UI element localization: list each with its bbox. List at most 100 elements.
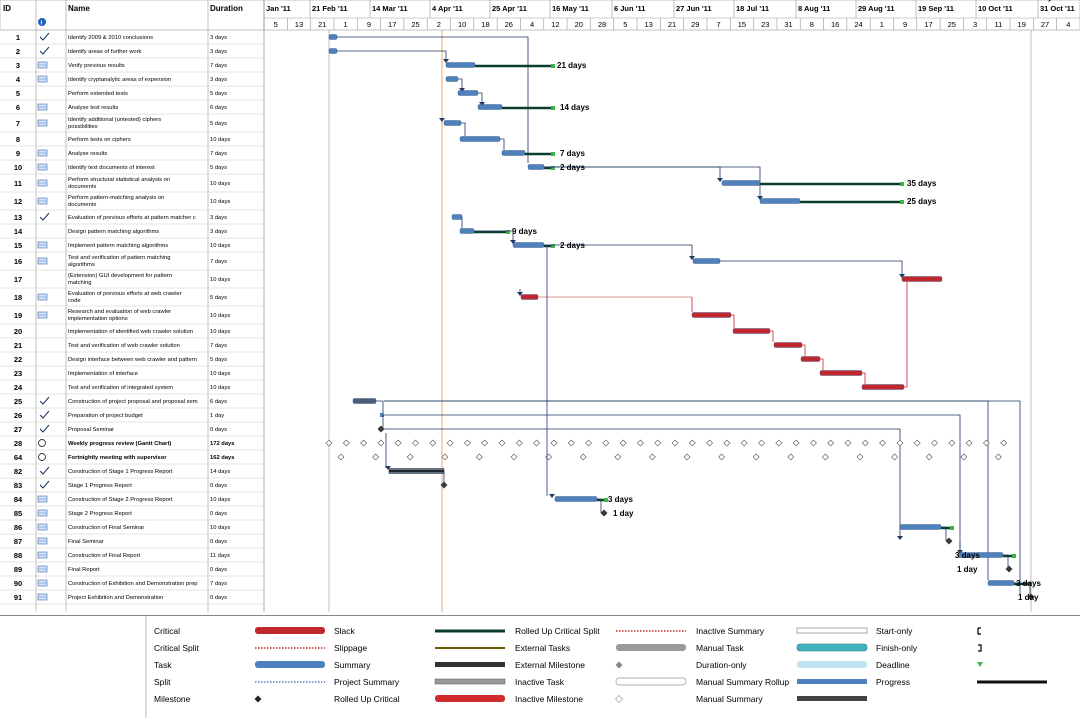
start-only-swatch xyxy=(977,627,981,635)
table-row: 17 (Extension) GUI development for patter… xyxy=(14,273,231,286)
recurring-milestone xyxy=(550,439,558,447)
recurring-milestone xyxy=(602,439,610,447)
recurring-milestone xyxy=(844,439,852,447)
row-duration: 10 days xyxy=(210,243,230,249)
milestone-marker xyxy=(1027,593,1035,601)
task-bar xyxy=(328,34,338,40)
task-bar xyxy=(512,242,545,248)
recurring-milestone xyxy=(723,439,731,447)
recurring-milestone xyxy=(740,439,748,447)
dependency-arrow xyxy=(957,550,963,554)
dependency-link xyxy=(544,166,761,198)
legend-label: External Tasks xyxy=(515,643,570,653)
task-bar xyxy=(459,228,475,234)
recurring-milestone xyxy=(809,439,817,447)
timescale-day-label: 25 xyxy=(411,20,419,29)
legend-label: Milestone xyxy=(154,694,191,704)
timescale-month-label: 16 May '11 xyxy=(552,4,589,13)
row-duration: 0 days xyxy=(210,595,227,601)
legend-label: External Milestone xyxy=(515,660,585,670)
timescale-day-label: 21 xyxy=(318,20,326,29)
legend-label: Summary xyxy=(334,660,371,670)
timescale-day-label: 8 xyxy=(810,20,814,29)
dependency-arrow xyxy=(439,118,445,122)
row-name: Evaluation of previous efforts at web cr… xyxy=(68,291,182,297)
row-id: 87 xyxy=(14,537,22,546)
timescale-day-label: 25 xyxy=(948,20,956,29)
duration-only-swatch xyxy=(797,661,867,668)
dependency-link xyxy=(337,50,447,61)
legend-label: Manual Summary Rollup xyxy=(696,677,789,687)
timescale-day-label: 3 xyxy=(973,20,977,29)
checkmark-icon xyxy=(39,424,50,433)
row-name-cont: matching xyxy=(68,280,92,286)
table-row: 22 Design interface between web crawler a… xyxy=(14,355,227,364)
recurring-milestone xyxy=(619,439,627,447)
row-id: 3 xyxy=(16,61,20,70)
legend-label: Rolled Up Critical Split xyxy=(515,626,600,636)
row-name: Identify areas of further work xyxy=(68,49,142,55)
table-row: 85 Stage 2 Progress Report 0 days xyxy=(14,509,227,518)
row-name: Construction of Stage 1 Progress Report xyxy=(68,469,173,475)
row-name: Construction of project proposal and pro… xyxy=(68,399,198,405)
recurring-milestone xyxy=(515,439,523,447)
row-name-cont: documents xyxy=(68,184,96,190)
timescale-month-label: 14 Mar '11 xyxy=(372,4,408,13)
recurring-milestone xyxy=(960,453,968,461)
row-duration: 7 days xyxy=(210,343,227,349)
row-id: 7 xyxy=(16,119,20,128)
timescale-month-label: 29 Aug '11 xyxy=(858,4,895,13)
recurring-milestone xyxy=(891,453,899,461)
timescale-day-label: 26 xyxy=(505,20,513,29)
finish-only-swatch xyxy=(978,644,982,652)
recurring-milestone xyxy=(718,453,726,461)
timescale-day-label: 1 xyxy=(880,20,884,29)
milestone-marker xyxy=(600,509,608,517)
row-name: Design interface between web crawler and… xyxy=(68,357,197,363)
task-bar xyxy=(459,136,501,142)
recurring-milestone xyxy=(636,439,644,447)
legend-svg: Critical Critical Split Task Split Milestone… xyxy=(145,616,1047,718)
row-name-cont: algorithms xyxy=(68,262,95,268)
row-name: Weekly progress review (Gantt Chart) xyxy=(68,441,171,447)
recurring-milestone xyxy=(377,439,385,447)
recurring-milestone xyxy=(360,439,368,447)
timescale-day-label: 9 xyxy=(367,20,371,29)
row-name: Construction of Exhibition and Demonstra… xyxy=(68,581,198,587)
row-duration: 6 days xyxy=(210,105,227,111)
row-id: 6 xyxy=(16,103,20,112)
recurring-milestone xyxy=(648,453,656,461)
slack-label: 9 days xyxy=(512,227,537,236)
legend: Critical Critical Split Task Split Milestone… xyxy=(0,615,1080,718)
task-bar xyxy=(443,120,462,126)
slack-label: 2 days xyxy=(560,241,585,250)
table-row: 4 Identify cryptanalytic areas of expensi… xyxy=(16,75,227,84)
table-row: 10 Identify text documents of interest 5 d… xyxy=(14,163,227,172)
legend-label: Manual Task xyxy=(696,643,744,653)
recurring-milestone xyxy=(856,453,864,461)
row-id: 64 xyxy=(14,453,23,462)
checkmark-icon xyxy=(39,410,50,419)
critical-bar xyxy=(691,312,732,318)
timescale-day-label: 9 xyxy=(903,20,907,29)
row-id: 12 xyxy=(14,197,22,206)
row-id: 4 xyxy=(16,75,21,84)
task-bar xyxy=(501,150,526,156)
table-row: 89 Final Report 0 days xyxy=(14,565,227,574)
table-row: 18 Evaluation of previous efforts at web … xyxy=(14,291,227,304)
recurring-milestone xyxy=(787,453,795,461)
dependency-arrow xyxy=(459,88,465,92)
table-row: 12 Perform pattern-matching analysis ondo… xyxy=(14,195,231,208)
row-name: Test and verification of integrated syst… xyxy=(68,385,173,391)
row-name: Test and verification of web crawler sol… xyxy=(68,343,180,349)
recurring-milestone xyxy=(545,453,553,461)
row-name: Test and verification of pattern matchin… xyxy=(68,255,170,261)
recurring-milestone xyxy=(827,439,835,447)
task-bar xyxy=(527,164,545,170)
row-name: Perform tests on ciphers xyxy=(68,137,131,143)
dependency-link xyxy=(1014,582,1031,597)
row-name: Implementation of identified web crawler… xyxy=(68,329,193,335)
row-id: 10 xyxy=(14,163,22,172)
task-bar xyxy=(759,198,801,204)
row-duration: 5 days xyxy=(210,91,227,97)
